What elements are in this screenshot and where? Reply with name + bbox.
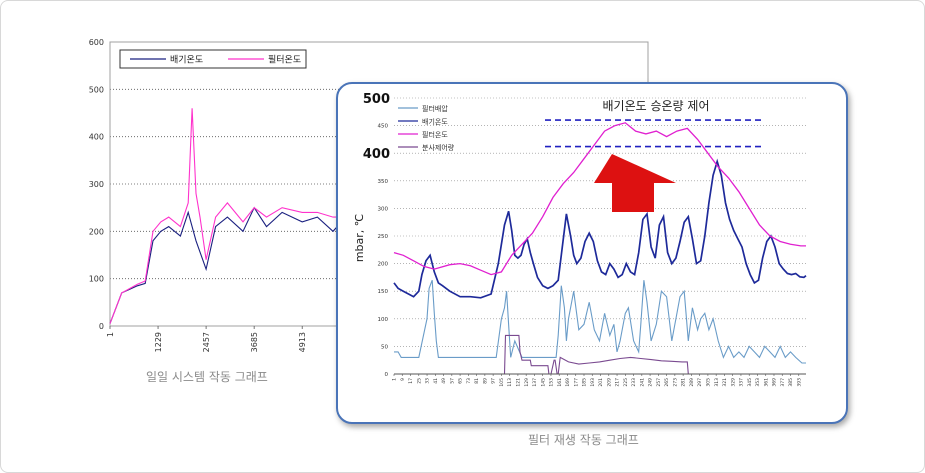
right-x-tick-label: 1 [392,378,398,381]
left-legend: 배기온도 필터온도 [119,49,307,69]
right-x-tick-labels: 1 9 17 25 33 41 49 57 65 73 81 89 97 105 113 121 129 137 1… [392,374,802,387]
right-x-tick-label: 121 [516,378,522,387]
caption-filter-regeneration: 필터 재생 작동 그래프 [528,433,639,447]
right-x-tick-label: 65 [458,378,464,384]
right-chart-title: 배기온도 승온량 제어 [603,99,710,113]
right-x-tick-label: 265 [664,378,670,387]
left-y-tick-label: 300 [89,180,104,189]
right-y-tick-label: 250 [378,234,389,240]
left-x-tick-label: 2457 [202,332,211,352]
right-x-tick-label: 241 [639,378,645,387]
right-x-tick-label: 369 [772,378,778,387]
right-x-tick-label: 49 [441,378,447,384]
right-x-tick-label: 137 [532,378,538,387]
right-x-tick-label: 305 [706,378,712,387]
right-y-tick-label: 200 [378,262,389,268]
right-x-tick-label: 249 [648,378,654,387]
right-x-tick-label: 105 [499,378,505,387]
right-y-tick-label: 0 [385,372,389,378]
caption-daily-operation: 일일 시스템 작동 그래프 [146,370,268,384]
right-x-tick-label: 17 [408,378,414,384]
left-y-tick-label: 400 [89,133,104,142]
left-y-tick-label: 200 [89,227,104,236]
right-series-pressure-line [394,280,806,364]
right-legend-label-dosing: 분사제어량 [422,143,455,152]
right-x-tick-label: 201 [598,378,604,387]
right-x-tick-label: 33 [425,378,431,384]
left-legend-label-exhaust: 배기온도 [170,55,203,66]
left-legend-label-filter: 필터온도 [268,54,301,66]
right-y-tick-label: 300 [378,206,389,212]
right-y-major-tick-label: 500 [363,92,390,107]
right-x-tick-label: 129 [524,378,530,387]
left-y-tick-labels: 0 100 200 300 400 500 600 [89,38,104,331]
right-y-tick-label: 450 [378,124,389,130]
right-series-filter-line [393,122,806,276]
left-x-tick-label: 1 [106,332,115,337]
right-x-tick-label: 353 [755,378,761,387]
right-x-tick-label: 225 [623,378,629,387]
left-x-tick-label: 1229 [154,332,163,352]
right-x-tick-label: 25 [416,378,422,384]
right-x-tick-label: 145 [540,378,546,387]
right-y-tick-label: 350 [378,179,389,185]
right-legend-label-filter: 필터온도 [422,130,448,139]
right-x-tick-label: 193 [590,378,596,387]
right-x-tick-label: 9 [400,378,406,381]
left-y-tick-label: 100 [89,275,104,284]
right-x-tick-label: 161 [557,378,563,387]
right-legend-label-exhaust: 배기온도 [422,117,448,126]
right-x-tick-label: 337 [739,378,745,387]
right-x-tick-label: 57 [449,378,455,384]
right-x-tick-label: 113 [507,378,513,387]
right-y-tick-label: 150 [378,289,389,295]
right-x-tick-label: 177 [573,378,579,387]
right-series [393,122,807,375]
right-x-tick-label: 297 [697,378,703,387]
left-y-tick-label: 0 [99,322,104,331]
right-x-tick-label: 81 [474,378,480,384]
filter-regeneration-card: 0 50 100 150 200 250 300 350 450 500 400 1 9 17 25 33 4… [336,82,848,424]
right-series-exhaust-line [393,158,807,299]
right-x-tick-label: 89 [482,378,488,384]
left-y-tick-label: 600 [89,38,104,47]
right-x-tick-label: 257 [656,378,662,387]
right-x-tick-label: 153 [549,378,555,387]
right-x-tick-label: 393 [796,378,802,387]
right-x-tick-label: 217 [615,378,621,387]
right-x-tick-label: 377 [780,378,786,387]
right-x-tick-label: 313 [714,378,720,387]
right-x-tick-label: 41 [433,378,439,384]
right-x-tick-label: 73 [466,378,472,384]
right-x-tick-label: 273 [672,378,678,387]
left-x-tick-label: 4913 [298,332,307,352]
up-arrow-icon [594,154,676,212]
right-legend-label-pressure: 필터배압 [422,104,448,113]
right-x-tick-label: 169 [565,378,571,387]
right-x-tick-label: 233 [631,378,637,387]
right-x-tick-label: 361 [763,378,769,387]
right-x-tick-label: 289 [689,378,695,387]
right-y-axis-label: mbar, ℃ [353,214,366,262]
right-y-tick-label: 50 [381,344,388,350]
right-x-tick-label: 209 [606,378,612,387]
right-y-tick-label: 100 [378,317,389,323]
right-x-tick-label: 345 [747,378,753,387]
right-x-tick-label: 281 [681,378,687,387]
right-x-tick-label: 97 [491,378,497,384]
right-y-major-tick-label: 400 [363,147,390,162]
right-x-tick-label: 185 [582,378,588,387]
left-x-tick-label: 3685 [250,332,259,352]
right-gridlines [394,97,806,347]
left-y-tick-label: 500 [89,85,104,94]
right-x-tick-label: 321 [722,378,728,387]
right-x-tick-label: 329 [730,378,736,387]
right-legend: 필터배압 배기온도 필터온도 분사제어량 [398,104,455,152]
left-legend-box [119,49,307,69]
right-y-tick-labels: 0 50 100 150 200 250 300 350 450 500 400 [363,92,390,378]
right-x-tick-label: 385 [788,378,794,387]
